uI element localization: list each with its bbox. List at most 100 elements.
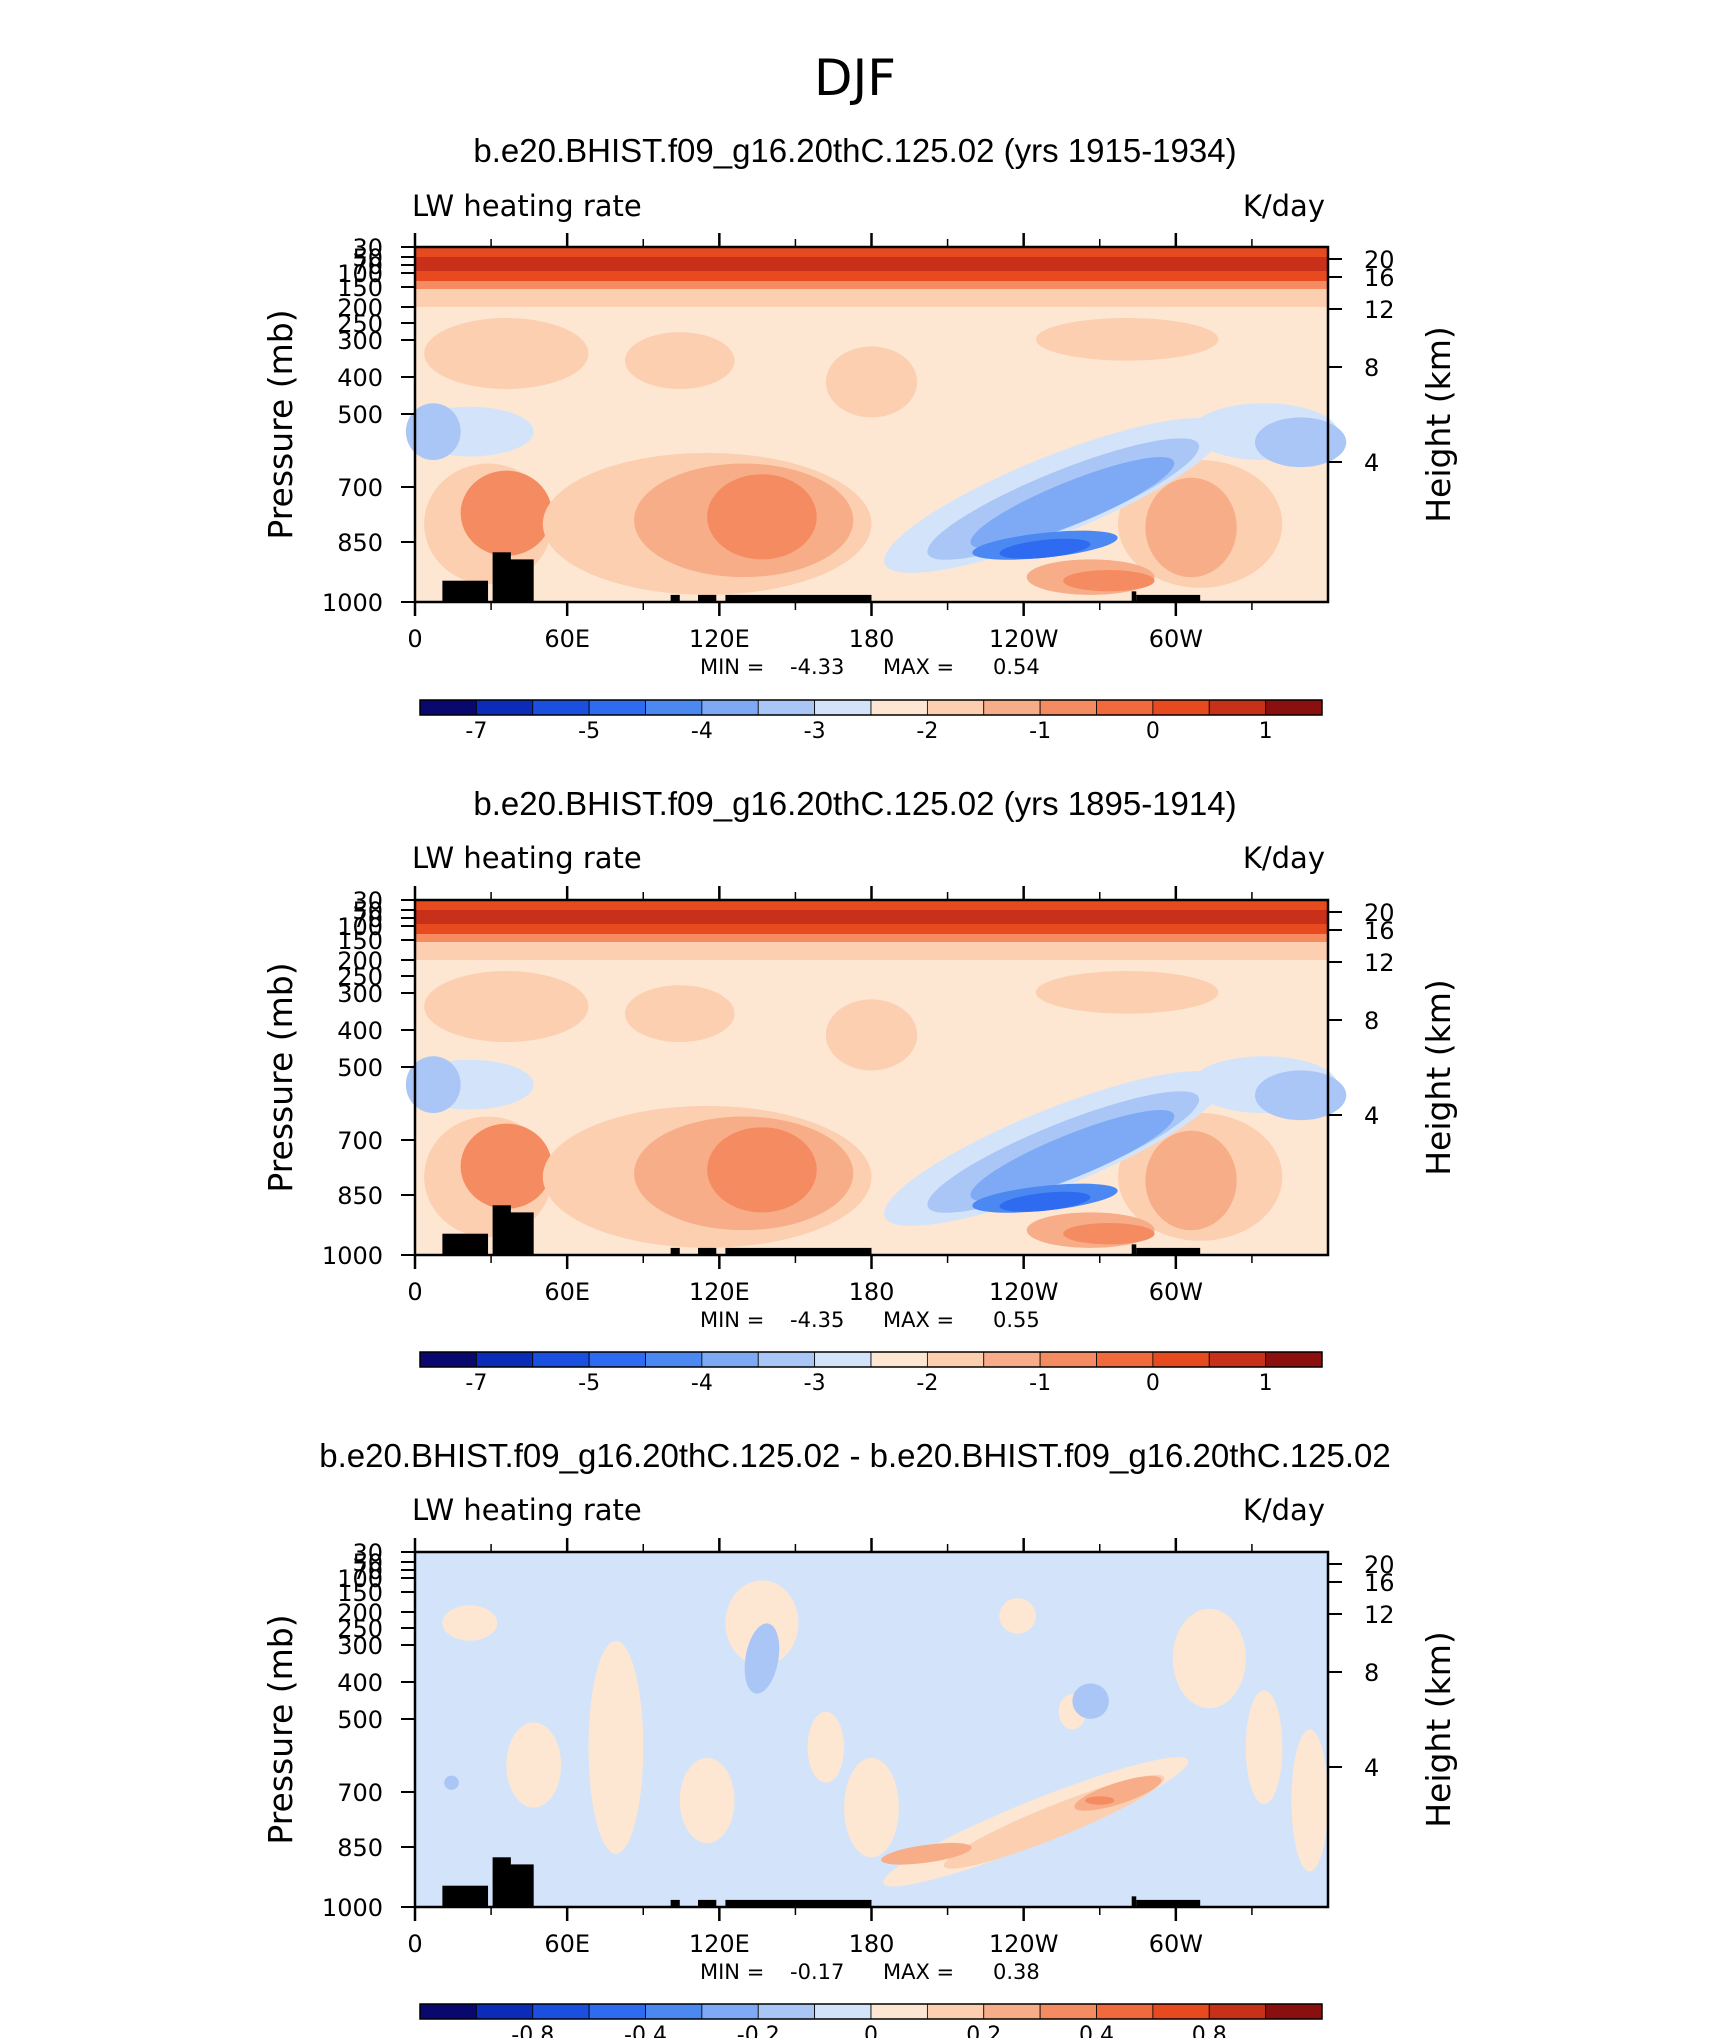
y-right-tick-label: 16	[1364, 264, 1395, 292]
panel-title: b.e20.BHIST.f09_g16.20thC.125.02 (yrs 19…	[473, 132, 1236, 169]
field-contour	[1063, 570, 1155, 592]
field-contour	[405, 403, 461, 460]
topography	[698, 594, 717, 602]
y-tick-label: 100	[337, 1565, 383, 1593]
y-right-tick-label: 8	[1364, 354, 1379, 382]
colorbar-label: -0.4	[624, 2023, 667, 2038]
field-contour	[588, 1640, 644, 1854]
colorbar-swatch	[757, 2003, 816, 2020]
max-value: 0.38	[993, 1960, 1040, 1984]
colorbar: -7 -5 -4 -3 -2 -1 0 1	[419, 699, 1323, 744]
topography	[698, 1247, 717, 1255]
panel-title: b.e20.BHIST.f09_g16.20thC.125.02 (yrs 18…	[473, 785, 1236, 822]
y-tick-label: 700	[337, 1779, 383, 1807]
field-contour	[460, 1123, 552, 1209]
colorbar-swatch	[1265, 699, 1323, 716]
y-tick-label: 500	[337, 1054, 383, 1082]
colorbar-swatch	[926, 699, 985, 716]
x-tick-label: 0	[407, 1278, 422, 1306]
colorbar-swatch	[870, 2003, 928, 2020]
colorbar-label: -2	[916, 719, 938, 744]
field-contour	[679, 1757, 735, 1844]
colorbar: -0.8 -0.4 -0.2 0 0.2 0.4 0.8	[419, 2003, 1323, 2043]
colorbar-swatch	[1208, 699, 1267, 716]
x-tick-label: 60E	[544, 1930, 590, 1958]
colorbar-label: -5	[578, 719, 600, 744]
colorbar-swatch	[419, 1351, 477, 1368]
field-contour	[881, 1842, 972, 1865]
colorbar-swatch	[588, 2003, 646, 2020]
y-tick-label: 250	[337, 963, 383, 991]
colorbar-swatch	[532, 2003, 590, 2020]
topography	[670, 1247, 680, 1255]
y-right-tick-label: 20	[1364, 246, 1395, 274]
colorbar-swatch	[419, 699, 477, 716]
y-tick-label: 1000	[322, 589, 383, 617]
y-right-axis-label: Height (km)	[1419, 1631, 1458, 1828]
heatmap-field	[415, 1552, 1328, 1907]
topography	[698, 1899, 717, 1907]
y-tick-label: 100	[337, 260, 383, 288]
x-tick-label: 60W	[1149, 1930, 1203, 1958]
colorbar-swatch	[1152, 1351, 1210, 1368]
field-contour	[725, 1580, 799, 1666]
topography	[1131, 1244, 1137, 1255]
heatmap-field	[405, 900, 1347, 1255]
max-label: MAX =	[883, 1308, 954, 1332]
y-tick-label: 850	[337, 1182, 383, 1210]
y-tick-label: 30	[352, 887, 383, 915]
field-contour	[999, 1191, 1091, 1212]
colorbar-swatch	[1265, 1351, 1323, 1368]
y-tick-label: 250	[337, 1615, 383, 1643]
units-label: K/day	[1243, 1493, 1325, 1527]
chart-panel-2: b.e20.BHIST.f09_g16.20thC.125.02 (yrs 18…	[261, 785, 1458, 1396]
variable-label: LW heating rate	[412, 841, 642, 875]
y-tick-label: 250	[337, 310, 383, 338]
y-tick-label: 70	[352, 1557, 383, 1585]
colorbar-swatch	[1208, 1351, 1267, 1368]
y-tick-label: 1000	[322, 1242, 383, 1270]
variable-label: LW heating rate	[412, 1493, 642, 1527]
x-tick-label: 120E	[689, 1278, 750, 1306]
y-axis-label: Pressure (mb)	[261, 962, 300, 1192]
field-contour	[707, 1127, 817, 1213]
field-contour	[999, 1598, 1036, 1634]
min-label: MIN =	[700, 1308, 764, 1332]
colorbar-frame	[419, 1351, 1323, 1368]
topography	[492, 1205, 511, 1255]
topography	[725, 1247, 872, 1255]
topography	[1136, 594, 1201, 602]
colorbar-swatch	[1039, 699, 1097, 716]
topography	[442, 1233, 489, 1255]
field-contour	[1254, 1070, 1347, 1121]
colorbar-swatch	[1208, 2003, 1267, 2020]
field-contour	[442, 1605, 498, 1641]
topography	[442, 580, 489, 602]
field-band	[415, 257, 1328, 271]
colorbar-label: -3	[804, 1371, 826, 1396]
colorbar-swatch	[1096, 699, 1154, 716]
y-tick-label: 700	[337, 1127, 383, 1155]
y-axis-label: Pressure (mb)	[261, 309, 300, 539]
colorbar-label: -5	[578, 1371, 600, 1396]
colorbar-swatch	[926, 2003, 985, 2020]
field-band	[415, 910, 1328, 924]
x-tick-label: 60W	[1149, 1278, 1203, 1306]
topography	[1136, 1247, 1201, 1255]
colorbar-label: 0.8	[1192, 2023, 1227, 2038]
colorbar-swatch	[814, 699, 872, 716]
y-tick-label: 500	[337, 401, 383, 429]
y-tick-label: 70	[352, 252, 383, 280]
colorbar-swatch	[926, 1351, 985, 1368]
field-contour	[506, 1722, 562, 1808]
topography	[442, 1885, 489, 1907]
colorbar-frame	[419, 2003, 1323, 2020]
y-right-tick-label: 8	[1364, 1007, 1379, 1035]
panel-title: b.e20.BHIST.f09_g16.20thC.125.02 - b.e20…	[319, 1437, 1390, 1474]
y-right-tick-label: 12	[1364, 296, 1395, 324]
y-tick-label: 200	[337, 947, 383, 975]
field-contour	[1145, 477, 1237, 578]
y-tick-label: 200	[337, 294, 383, 322]
y-right-axis-label: Height (km)	[1419, 979, 1458, 1176]
